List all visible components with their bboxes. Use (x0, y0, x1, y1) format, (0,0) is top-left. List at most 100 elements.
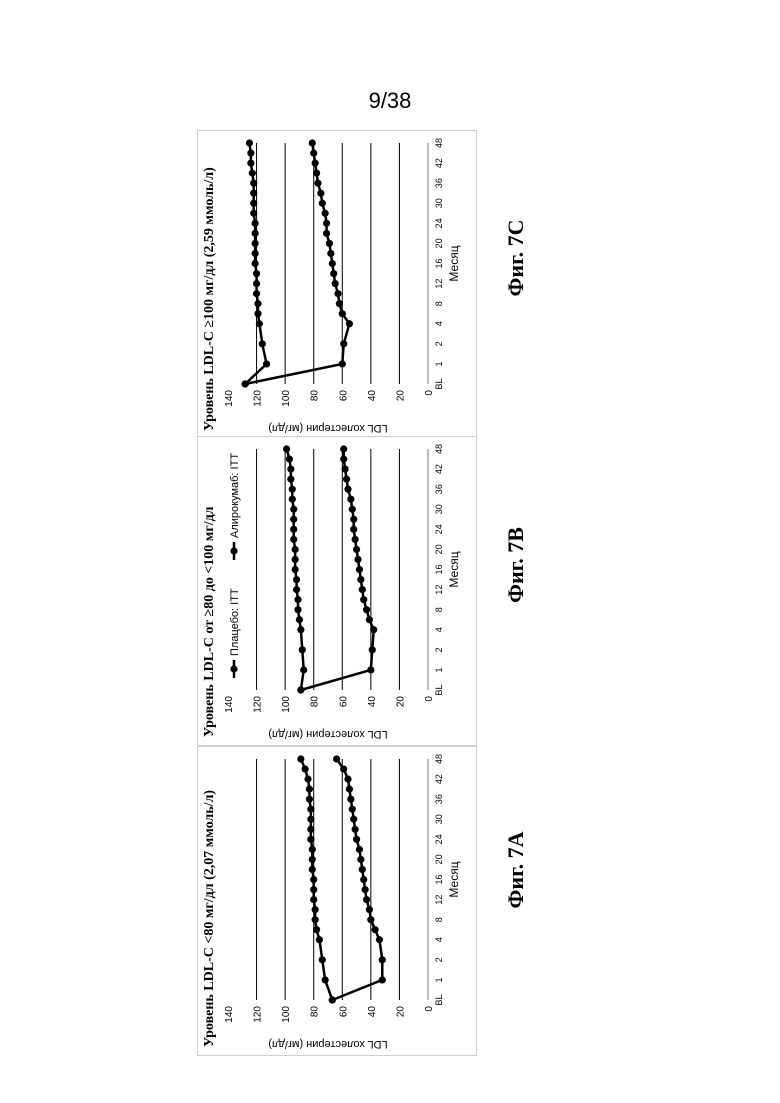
data-point (326, 240, 333, 247)
y-tick-label: 120 (253, 696, 264, 713)
x-tick-label: 12 (434, 279, 444, 289)
data-point (359, 866, 366, 873)
x-tick-label: 20 (434, 238, 444, 248)
x-tick-label: 4 (434, 627, 444, 632)
data-point (309, 856, 316, 863)
data-point (310, 149, 317, 156)
y-axis-label: LDL холестерин (мг/дл) (268, 422, 387, 434)
data-point (366, 906, 373, 913)
data-point (367, 666, 374, 673)
data-point (296, 616, 303, 623)
data-point (346, 320, 353, 327)
data-point (369, 646, 376, 653)
data-point (363, 896, 370, 903)
x-tick-label: 12 (434, 895, 444, 905)
data-point (342, 465, 349, 472)
x-tick-label: BL (434, 994, 444, 1005)
y-tick-label: 80 (310, 1006, 321, 1018)
data-point (292, 546, 299, 553)
data-point (379, 976, 386, 983)
x-axis-label: Месяц (447, 245, 461, 281)
data-point (293, 586, 300, 593)
data-point (307, 836, 314, 843)
data-point (340, 765, 347, 772)
data-point (289, 496, 296, 503)
data-point (254, 310, 261, 317)
data-point (252, 230, 259, 237)
data-point (297, 755, 304, 762)
data-point (247, 149, 254, 156)
data-point (336, 300, 343, 307)
x-tick-label: 48 (434, 138, 444, 148)
x-tick-label: 16 (434, 874, 444, 884)
data-point (287, 465, 294, 472)
data-point (256, 320, 263, 327)
y-tick-label: 20 (395, 696, 406, 708)
data-point (350, 816, 357, 823)
data-point (350, 516, 357, 523)
data-point (309, 846, 316, 853)
x-tick-label: 42 (434, 774, 444, 784)
data-point (309, 866, 316, 873)
y-tick-label: 140 (224, 696, 235, 713)
data-point (249, 170, 256, 177)
x-tick-label: 42 (434, 158, 444, 168)
data-point (319, 956, 326, 963)
series-line (332, 759, 382, 1000)
x-tick-label: 36 (434, 484, 444, 494)
x-tick-label: 8 (434, 607, 444, 612)
data-point (329, 260, 336, 267)
chart-panel-7c: Уровень LDL-C ≥100 мг/дл (2,59 ммоль/л) … (197, 130, 477, 440)
data-point (357, 856, 364, 863)
x-tick-label: 20 (434, 854, 444, 864)
data-point (360, 876, 367, 883)
data-point (253, 270, 260, 277)
data-point (294, 606, 301, 613)
chart-plot-7b: 020406080100120140BL12481216202430364248… (198, 437, 476, 745)
page-number: 9/38 (360, 88, 420, 114)
data-point (356, 846, 363, 853)
data-point (304, 775, 311, 782)
data-point (250, 210, 257, 217)
data-point (370, 626, 377, 633)
x-tick-label: 2 (434, 341, 444, 346)
x-tick-label: 48 (434, 754, 444, 764)
data-point (313, 170, 320, 177)
x-tick-label: 48 (434, 444, 444, 454)
data-point (376, 936, 383, 943)
data-point (306, 796, 313, 803)
data-point (307, 816, 314, 823)
x-tick-label: 24 (434, 218, 444, 228)
legend-entry: Алирокумаб: ITT (229, 453, 241, 538)
x-tick-label: 8 (434, 301, 444, 306)
x-tick-label: 42 (434, 464, 444, 474)
data-point (292, 556, 299, 563)
y-axis-label: LDL холестерин (мг/дл) (268, 1038, 387, 1050)
data-point (353, 546, 360, 553)
data-point (250, 190, 257, 197)
x-tick-label: 2 (434, 957, 444, 962)
x-tick-label: 12 (434, 585, 444, 595)
data-point (254, 300, 261, 307)
chart-panel-7b: Уровень LDL-C от ≥80 до <100 мг/дл 02040… (197, 436, 477, 746)
data-point (352, 826, 359, 833)
y-tick-label: 40 (367, 696, 378, 708)
data-point (259, 340, 266, 347)
data-point (252, 260, 259, 267)
data-point (314, 180, 321, 187)
y-tick-label: 20 (395, 1006, 406, 1018)
data-point (309, 139, 316, 146)
data-point (322, 976, 329, 983)
chart-panel-7a: Уровень LDL-C <80 мг/дл (2,07 ммоль/л) 0… (197, 746, 477, 1056)
data-point (349, 806, 356, 813)
data-point (356, 566, 363, 573)
data-point (242, 380, 249, 387)
data-point (319, 200, 326, 207)
data-point (340, 445, 347, 452)
data-point (293, 576, 300, 583)
x-tick-label: 24 (434, 834, 444, 844)
data-point (352, 536, 359, 543)
x-tick-label: 30 (434, 504, 444, 514)
y-tick-label: 60 (338, 390, 349, 402)
data-point (289, 486, 296, 493)
